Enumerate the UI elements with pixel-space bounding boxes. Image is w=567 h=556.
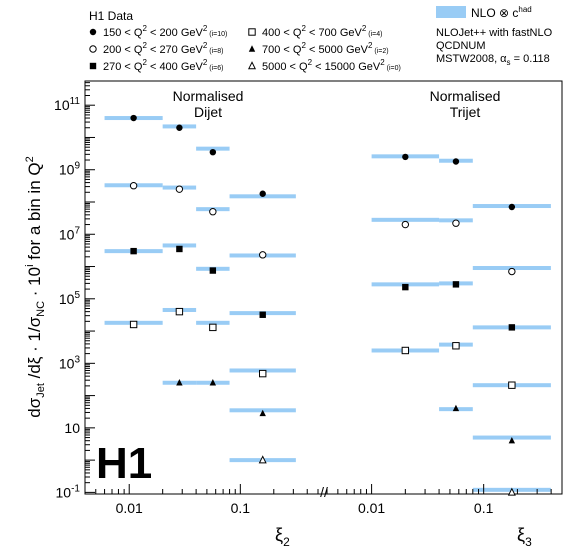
y-tick-label: 107	[59, 225, 81, 242]
trijet-title-line1: Normalised	[430, 88, 501, 104]
h1-logo: H1	[96, 439, 152, 488]
data-point-trijet-i0-bin3	[507, 487, 516, 496]
data-markers	[129, 114, 516, 496]
legend-label-3: 400 < Q2 < 700 GeV2 (i=4)	[262, 24, 382, 39]
data-point-dijet-i8-bin2	[175, 185, 184, 193]
legend-label-2: 270 < Q2 < 400 GeV2 (i=6)	[103, 58, 223, 73]
data-point-trijet-i8-bin1	[401, 220, 410, 229]
y-axis-label: dσJet /dξ · 1/σNC · 10i for a bin in Q2	[24, 156, 47, 418]
data-point-dijet-i2-bin3	[209, 379, 217, 386]
data-point-dijet-i10-bin3	[209, 148, 217, 156]
legend-label-5: 5000 < Q2 < 15000 GeV2 (i=0)	[262, 58, 401, 73]
legend-marker-ii6	[89, 62, 97, 70]
data-point-dijet-i2-bin2	[176, 379, 183, 386]
data-point-dijet-i4-bin4	[259, 369, 267, 378]
data-point-trijet-i4-bin1	[401, 346, 410, 355]
plot-frame	[84, 80, 563, 495]
legend-label-1: 200 < Q2 < 270 GeV2 (i=8)	[103, 41, 223, 56]
legend-marker-ii2	[248, 45, 256, 52]
legend-label-4: 700 < Q2 < 5000 GeV2 (i=2)	[262, 41, 389, 56]
data-point-trijet-i6-bin2	[452, 281, 460, 288]
data-point-trijet-i8-bin2	[452, 219, 460, 227]
nlo-band-dijet-i6-bin2	[162, 243, 197, 248]
data-point-dijet-i8-bin4	[259, 251, 267, 259]
dijet-title-line2: Dijet	[194, 104, 222, 120]
dijet-x-label: ξ2	[275, 525, 290, 549]
data-point-dijet-i10-bin2	[176, 124, 183, 131]
data-point-trijet-i2-bin3	[508, 436, 516, 444]
data-point-trijet-i4-bin3	[508, 381, 516, 389]
x-tick-label-trijet: 0.1	[474, 500, 494, 516]
x-tick-label-dijet: 0.01	[116, 500, 143, 516]
data-point-trijet-i10-bin2	[452, 158, 460, 165]
axes: 0.01 0.1 0.01 0.1 10-1 10 103 105 107 109 1011	[54, 82, 563, 516]
info-line-1: NLOJet++ with fastNLO	[436, 27, 553, 39]
legend-header: H1 Data	[89, 9, 133, 23]
data-point-dijet-i4-bin1	[129, 320, 138, 329]
data-point-trijet-i8-bin3	[508, 267, 516, 276]
legend-marker-ii8	[89, 45, 97, 53]
info-line-2: QCDNUM	[436, 40, 486, 52]
data-point-dijet-i4-bin3	[209, 323, 217, 332]
data-point-trijet-i6-bin3	[508, 324, 516, 331]
y-tick-label: 103	[59, 354, 81, 371]
y-tick-label: 109	[59, 161, 81, 178]
legend-entries: 150 < Q2 < 200 GeV2 (i=10) 200 < Q2 < 270…	[89, 24, 401, 73]
nlo-band-trijet-i8-bin1	[371, 217, 440, 222]
data-point-trijet-i10-bin3	[508, 203, 516, 211]
data-point-dijet-i6-bin1	[130, 247, 137, 255]
nlo-band-dijet-i4-bin3	[196, 320, 230, 325]
data-point-trijet-i10-bin1	[402, 153, 409, 161]
trijet-title-line2: Trijet	[450, 104, 481, 120]
data-point-trijet-i4-bin2	[452, 342, 460, 350]
dijet-title-line1: Normalised	[173, 88, 244, 104]
y-tick-label: 10	[64, 420, 80, 436]
legend: H1 Data 150 < Q2 < 200 GeV2 (i=10) 200 < …	[89, 5, 553, 73]
x-tick-label-trijet: 0.01	[358, 500, 385, 516]
legend-marker-ii4	[248, 28, 256, 36]
y-tick-label: 1011	[54, 96, 80, 113]
data-point-dijet-i4-bin2	[175, 307, 184, 316]
data-point-trijet-i6-bin1	[402, 283, 409, 291]
nlo-legend-label: NLO ⊗ chad	[471, 5, 532, 20]
y-tick-label: 105	[59, 290, 81, 307]
data-point-dijet-i6-bin3	[209, 267, 217, 274]
data-point-trijet-i2-bin2	[452, 404, 460, 412]
data-point-dijet-i10-bin1	[130, 114, 137, 122]
data-point-dijet-i8-bin3	[209, 208, 217, 216]
data-point-dijet-i0-bin4	[258, 455, 267, 464]
y-tick-label: 10-1	[56, 483, 81, 500]
nlo-legend-swatch	[436, 6, 466, 18]
x-tick-label-dijet: 0.1	[231, 500, 251, 516]
data-point-dijet-i2-bin4	[259, 409, 266, 417]
nlo-band-dijet-i10-bin3	[196, 146, 230, 151]
legend-marker-ii0	[247, 61, 257, 70]
axis-break: //	[320, 484, 328, 500]
trijet-x-label: ξ3	[517, 525, 532, 549]
legend-label-0: 150 < Q2 < 200 GeV2 (i=10)	[103, 24, 227, 39]
nlo-bands	[104, 116, 551, 492]
data-point-dijet-i8-bin1	[129, 181, 138, 190]
data-point-dijet-i6-bin2	[176, 245, 183, 253]
data-point-dijet-i10-bin4	[259, 190, 266, 197]
data-point-dijet-i6-bin4	[259, 311, 266, 318]
legend-marker-ii10	[89, 28, 97, 36]
info-line-3: MSTW2008, αs = 0.118	[436, 53, 550, 67]
